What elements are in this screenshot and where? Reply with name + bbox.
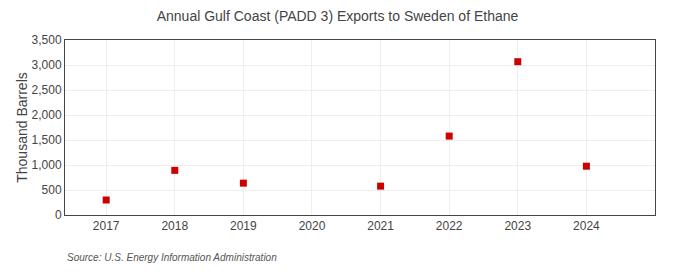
- svg-text:2019: 2019: [230, 219, 257, 233]
- svg-text:Thousand Barrels: Thousand Barrels: [14, 72, 30, 183]
- svg-text:Source: U.S. Energy Informatio: Source: U.S. Energy Information Administ…: [67, 252, 277, 263]
- svg-text:0: 0: [55, 208, 62, 222]
- svg-text:2020: 2020: [299, 219, 326, 233]
- svg-text:2018: 2018: [161, 219, 188, 233]
- svg-text:1,000: 1,000: [32, 158, 62, 172]
- svg-text:2021: 2021: [367, 219, 394, 233]
- svg-text:3,000: 3,000: [32, 58, 62, 72]
- svg-text:500: 500: [42, 183, 62, 197]
- svg-text:2023: 2023: [504, 219, 531, 233]
- svg-text:3,500: 3,500: [32, 33, 62, 47]
- svg-text:2024: 2024: [573, 219, 600, 233]
- svg-text:Annual Gulf Coast (PADD 3) Exp: Annual Gulf Coast (PADD 3) Exports to Sw…: [157, 8, 519, 24]
- svg-text:1,500: 1,500: [32, 133, 62, 147]
- svg-text:2022: 2022: [436, 219, 463, 233]
- svg-text:2,000: 2,000: [32, 108, 62, 122]
- svg-text:2,500: 2,500: [32, 83, 62, 97]
- svg-text:2017: 2017: [93, 219, 120, 233]
